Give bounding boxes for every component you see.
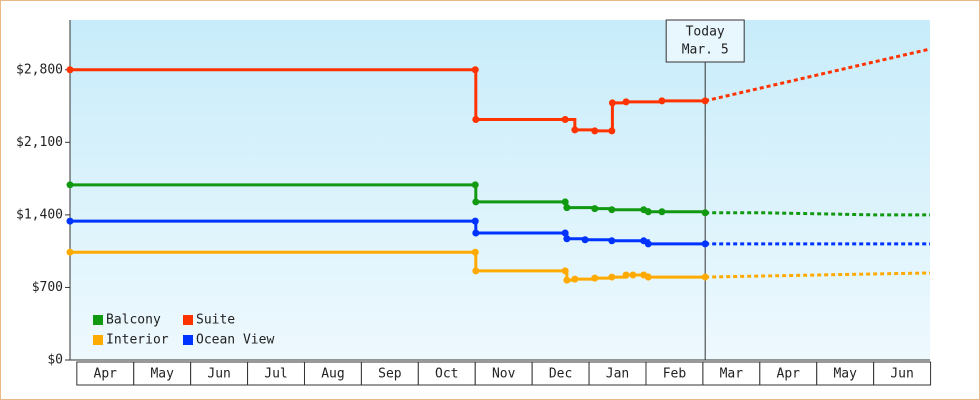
today-box — [665, 19, 745, 63]
point — [701, 209, 709, 217]
point — [471, 248, 479, 256]
x-tick-label: May — [150, 367, 174, 382]
point — [591, 205, 599, 213]
point — [581, 236, 589, 244]
y-tick-label: $2,800 — [16, 62, 63, 77]
point — [591, 127, 599, 135]
point — [658, 97, 666, 105]
point — [701, 240, 709, 248]
point — [591, 274, 599, 282]
point — [66, 217, 74, 225]
point — [608, 127, 616, 135]
x-tick-label: Dec — [549, 367, 572, 382]
x-tick-label: Nov — [492, 367, 516, 382]
point — [561, 267, 569, 275]
legend-swatch — [93, 335, 103, 345]
forecast-line — [705, 271, 931, 279]
y-tick-label: $0 — [47, 353, 63, 368]
point — [571, 126, 579, 134]
point — [472, 116, 480, 124]
point — [701, 97, 709, 105]
x-tick-label: Mar — [720, 367, 744, 382]
point — [608, 237, 616, 245]
y-tick-label: $700 — [32, 280, 63, 295]
x-tick-label: Jul — [264, 367, 287, 382]
point — [563, 235, 571, 243]
x-tick-label: Apr — [777, 367, 801, 382]
point — [472, 267, 480, 275]
x-tick-label: Apr — [94, 367, 118, 382]
x-tick-label: Oct — [435, 367, 458, 382]
point — [608, 273, 616, 281]
point — [644, 273, 652, 281]
point — [66, 248, 74, 256]
point — [471, 66, 479, 74]
y-tick-label: $1,400 — [16, 207, 63, 222]
today-label: Mar. 5 — [682, 43, 729, 58]
point — [561, 116, 569, 124]
point — [561, 198, 569, 206]
point — [563, 276, 571, 284]
point — [658, 208, 666, 216]
x-tick-label: Sep — [378, 367, 402, 382]
point — [66, 66, 74, 74]
x-tick-label: May — [833, 367, 857, 382]
forecast-line — [704, 47, 931, 103]
today-label: Today — [686, 25, 725, 40]
legend-label: Suite — [196, 313, 235, 328]
point — [701, 273, 709, 281]
point — [622, 271, 630, 279]
point — [472, 229, 480, 237]
point — [629, 271, 637, 279]
x-tick-label: Aug — [321, 367, 344, 382]
point — [472, 198, 480, 206]
x-tick-label: Jun — [207, 367, 230, 382]
legend-swatch — [183, 315, 193, 325]
point — [622, 98, 630, 106]
legend-label: Balcony — [106, 313, 161, 328]
x-tick-label: Jun — [890, 367, 913, 382]
point — [644, 240, 652, 248]
point — [471, 217, 479, 225]
legend-swatch — [183, 335, 193, 345]
y-tick-label: $2,100 — [16, 135, 63, 150]
x-tick-label: Jan — [606, 367, 629, 382]
forecast-line — [705, 211, 930, 217]
legend-swatch — [93, 315, 103, 325]
point — [563, 204, 571, 212]
point — [561, 229, 569, 237]
plot-area — [70, 20, 930, 360]
point — [608, 206, 616, 214]
point — [471, 181, 479, 189]
point — [644, 208, 652, 216]
month-cell — [873, 361, 932, 386]
point — [571, 275, 579, 283]
point — [608, 99, 616, 107]
legend-label: Ocean View — [196, 333, 274, 348]
point — [66, 181, 74, 189]
legend-label: Interior — [106, 333, 169, 348]
x-tick-label: Feb — [663, 367, 687, 382]
